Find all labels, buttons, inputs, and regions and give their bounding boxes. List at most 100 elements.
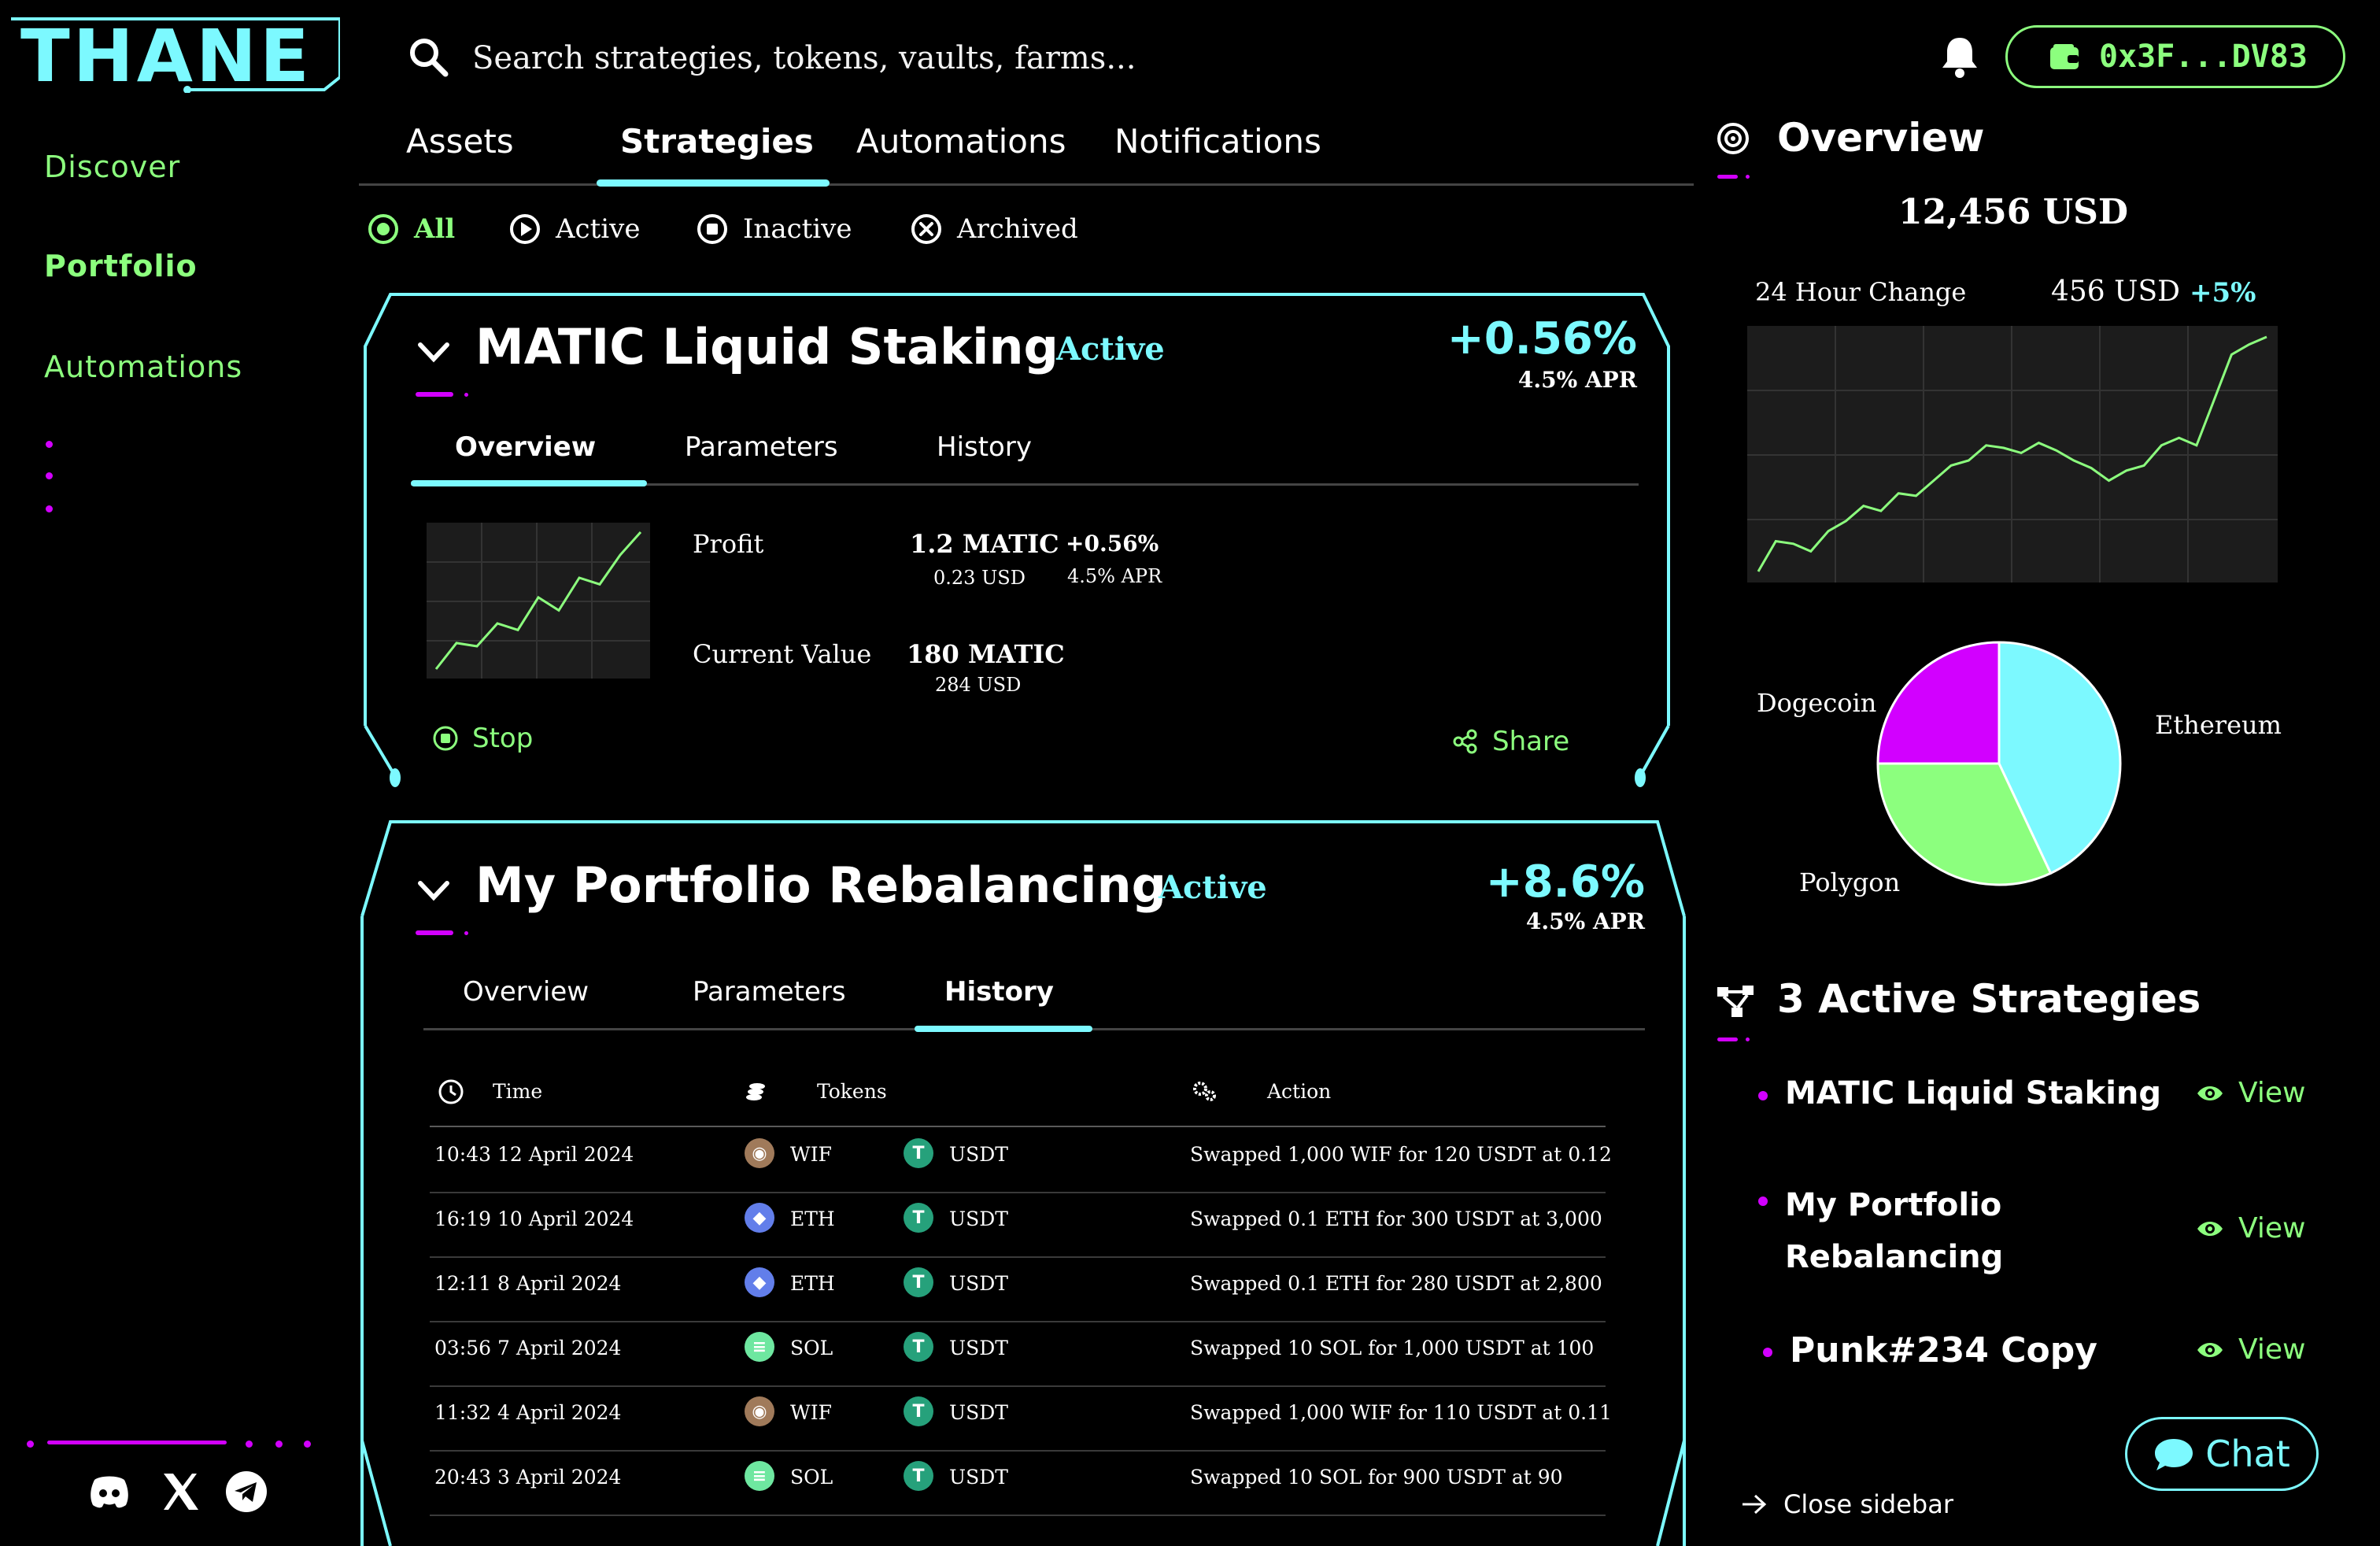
history-time: 03:56 7 April 2024 <box>434 1337 622 1359</box>
strategy-apr: 4.5% APR <box>1517 367 1637 393</box>
subtab-parameters[interactable]: Parameters <box>685 431 838 463</box>
history-time: 12:11 8 April 2024 <box>434 1272 622 1295</box>
view-link[interactable]: View <box>2196 1077 2305 1109</box>
current-value: 180 MATIC <box>907 639 1065 669</box>
history-from-token: WIF <box>790 1401 832 1424</box>
status-badge: Active <box>1056 331 1165 368</box>
subtab-parameters[interactable]: Parameters <box>693 976 846 1008</box>
history-time: 11:32 4 April 2024 <box>434 1401 622 1424</box>
active-strategy-item[interactable]: My Portfolio Rebalancing <box>1785 1187 2004 1275</box>
history-to-token: USDT <box>949 1143 1008 1166</box>
history-action: Swapped 1,000 WIF for 120 USDT at 0.12 <box>1190 1143 1612 1166</box>
view-link[interactable]: View <box>2196 1333 2305 1366</box>
x-circle-icon <box>911 214 941 244</box>
history-to-token: USDT <box>949 1337 1008 1359</box>
active-strategy-item[interactable]: Punk#234 Copy <box>1790 1330 2097 1370</box>
active-strategy-item[interactable]: MATIC Liquid Staking <box>1785 1075 2162 1111</box>
filter-inactive[interactable]: Inactive <box>696 213 852 246</box>
share-icon <box>1453 729 1477 754</box>
tab-notifications[interactable]: Notifications <box>1114 122 1321 161</box>
view-link[interactable]: View <box>2196 1212 2305 1245</box>
filter-label: Archived <box>957 213 1078 245</box>
nav-dot <box>275 1441 283 1448</box>
history-row-divider <box>430 1385 1606 1387</box>
wallet-button[interactable]: 0x3F...DV83 <box>2005 25 2345 88</box>
list-bullet <box>1758 1091 1768 1100</box>
strategy-card-frame <box>360 820 1686 1546</box>
play-circle-icon <box>510 214 540 244</box>
nav-dot <box>46 472 53 479</box>
pie-label-polygon: Polygon <box>1799 867 1901 897</box>
share-button[interactable]: Share <box>1453 726 1569 757</box>
portfolio-total: 12,456 USD <box>1898 192 2129 232</box>
history-action: Swapped 10 SOL for 900 USDT at 90 <box>1190 1466 1563 1489</box>
tab-active-indicator <box>597 179 830 187</box>
title-underline <box>1717 1037 1738 1041</box>
tab-assets[interactable]: Assets <box>406 122 514 161</box>
stop-circle-icon <box>433 726 458 751</box>
subtab-history[interactable]: History <box>944 976 1054 1008</box>
title-underline-dot <box>464 393 468 397</box>
strategy-change: +0.56% <box>1447 313 1637 364</box>
x-icon[interactable] <box>157 1469 203 1515</box>
pie-label-ethereum: Ethereum <box>2155 710 2282 740</box>
chevron-down-icon[interactable] <box>416 338 452 367</box>
subtab-overview[interactable]: Overview <box>463 976 589 1008</box>
nav-portfolio[interactable]: Portfolio <box>44 249 198 283</box>
telegram-icon[interactable] <box>224 1469 269 1515</box>
chat-label: Chat <box>2205 1433 2290 1475</box>
stop-button[interactable]: Stop <box>431 723 533 754</box>
share-label: Share <box>1492 726 1570 757</box>
target-icon <box>1717 123 1749 154</box>
nav-divider <box>47 1441 227 1444</box>
strategy-title: MATIC Liquid Staking <box>475 318 1059 375</box>
tab-automations[interactable]: Automations <box>856 122 1066 161</box>
chat-button[interactable]: Chat <box>2125 1417 2319 1491</box>
close-sidebar-button[interactable]: Close sidebar <box>1741 1489 1953 1519</box>
title-underline-dot <box>1746 1037 1750 1041</box>
logo-text: THANE <box>20 14 312 98</box>
chevron-down-icon[interactable] <box>416 877 452 905</box>
usdt-token-icon: T <box>904 1332 933 1362</box>
arrow-right-icon <box>1743 1494 1767 1515</box>
history-action: Swapped 1,000 WIF for 110 USDT at 0.11 <box>1190 1401 1612 1424</box>
filter-label: All <box>414 213 456 245</box>
history-row-divider <box>430 1515 1606 1516</box>
strategy-apr: 4.5% APR <box>1525 908 1645 934</box>
tab-strategies[interactable]: Strategies <box>620 122 814 161</box>
wallet-address: 0x3F...DV83 <box>2099 39 2308 75</box>
usdt-token-icon: T <box>904 1203 933 1233</box>
history-row-divider <box>430 1450 1606 1452</box>
filter-active[interactable]: Active <box>508 213 640 246</box>
list-bullet <box>1763 1348 1772 1357</box>
logo-frame <box>11 17 340 93</box>
history-time: 16:19 10 April 2024 <box>434 1208 634 1230</box>
subtab-overview[interactable]: Overview <box>455 431 597 463</box>
search-input[interactable] <box>472 33 1653 83</box>
thane-logo[interactable]: THANE <box>9 14 340 98</box>
subtab-history[interactable]: History <box>937 431 1032 463</box>
history-to-token: USDT <box>949 1272 1008 1295</box>
nav-automations[interactable]: Automations <box>44 350 243 384</box>
current-value-label: Current Value <box>693 639 872 669</box>
filter-all[interactable]: All <box>367 213 455 246</box>
eth-token-icon: ◆ <box>745 1203 774 1233</box>
title-underline-dot <box>1746 175 1750 179</box>
filter-archived[interactable]: Archived <box>910 213 1078 246</box>
change-label: 24 Hour Change <box>1755 277 1967 307</box>
strategy-title: My Portfolio Rebalancing <box>475 856 1166 914</box>
profit-pct: +0.56% <box>1066 531 1159 557</box>
nav-dot <box>304 1441 311 1448</box>
nav-dot <box>27 1441 34 1448</box>
history-header-divider <box>430 1126 1606 1127</box>
overview-title: Overview <box>1777 115 1985 161</box>
history-row-divider <box>430 1321 1606 1322</box>
history-header-action: Action <box>1267 1080 1332 1103</box>
sol-token-icon: ≡ <box>745 1461 774 1491</box>
nav-discover[interactable]: Discover <box>44 150 181 184</box>
discord-icon[interactable] <box>87 1469 132 1515</box>
nav-dot <box>46 441 53 448</box>
history-from-token: SOL <box>790 1337 833 1359</box>
list-bullet <box>1758 1196 1768 1206</box>
bell-icon[interactable] <box>1939 35 1980 79</box>
